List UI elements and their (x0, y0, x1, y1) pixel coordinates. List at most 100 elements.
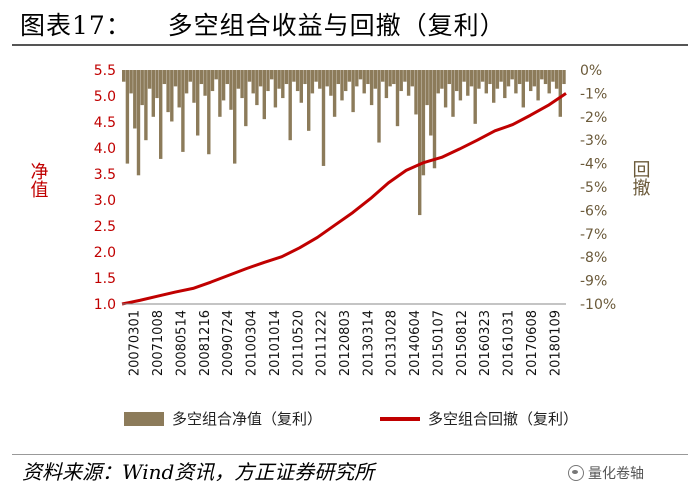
drawdown-bar (162, 70, 167, 85)
right-tick-label: -9% (580, 274, 607, 290)
drawdown-bar (159, 70, 163, 159)
drawdown-bar (418, 70, 422, 216)
drawdown-bar (543, 70, 548, 85)
drawdown-bar (532, 70, 537, 87)
drawdown-bar (170, 70, 174, 122)
drawdown-bar (151, 70, 155, 117)
title-divider (12, 44, 688, 46)
drawdown-bar (155, 70, 159, 99)
drawdown-bar (147, 70, 152, 89)
left-tick-label: 3.0 (94, 193, 116, 209)
legend-swatch-line (380, 416, 420, 421)
drawdown-bar (144, 70, 148, 141)
x-tick-label: 20090724 (221, 310, 236, 376)
drawdown-bar (236, 70, 241, 89)
drawdown-bar (240, 70, 244, 99)
drawdown-bar (529, 70, 533, 92)
drawdown-bar (336, 70, 340, 85)
drawdown-bar (384, 70, 389, 99)
drawdown-bar (492, 70, 496, 103)
drawdown-bar (399, 70, 403, 92)
drawdown-bar (521, 70, 525, 108)
drawdown-bar (495, 70, 500, 89)
drawdown-bar (310, 70, 315, 94)
drawdown-bar (188, 70, 192, 82)
drawdown-bar (281, 70, 285, 99)
drawdown-bar (443, 70, 448, 108)
drawdown-bar (177, 70, 181, 108)
drawdown-bar (251, 70, 255, 94)
watermark: 量化卷轴 (568, 463, 644, 483)
drawdown-bar (377, 70, 381, 143)
drawdown-bar (436, 70, 440, 94)
drawdown-bar (344, 70, 348, 92)
drawdown-bar (136, 70, 141, 176)
legend-swatch-bar (124, 411, 164, 426)
drawdown-bar (432, 70, 437, 169)
legend-item-bar: 多空组合净值（复利） (124, 408, 322, 429)
drawdown-bar (247, 70, 252, 82)
drawdown-bar (233, 70, 237, 164)
left-tick-label: 1.0 (94, 297, 116, 313)
x-tick-label: 20160323 (478, 310, 493, 376)
drawdown-bar (347, 70, 352, 82)
drawdown-bar (554, 70, 559, 89)
drawdown-bar (388, 70, 392, 87)
drawdown-bar (129, 70, 133, 94)
drawdown-bar (540, 70, 544, 80)
drawdown-bar (314, 70, 318, 82)
drawdown-bar (196, 70, 200, 136)
x-tick-label: 20140604 (408, 310, 423, 376)
drawdown-bar (181, 70, 185, 152)
drawdown-bar (477, 70, 481, 89)
x-tick-label: 20150107 (431, 310, 446, 376)
drawdown-bar (295, 70, 300, 92)
drawdown-bar (517, 70, 522, 85)
x-tick-label: 20100304 (245, 310, 260, 376)
drawdown-bar (329, 70, 333, 96)
left-tick-label: 1.5 (94, 271, 116, 287)
drawdown-bar (221, 70, 226, 101)
right-tick-label: -5% (580, 180, 607, 196)
drawdown-bar (140, 70, 144, 106)
drawdown-bar (299, 70, 303, 103)
drawdown-bar (292, 70, 296, 82)
drawdown-bar (358, 70, 363, 80)
drawdown-bar (425, 70, 429, 106)
right-tick-label: -8% (580, 250, 607, 266)
right-axis-label: 回撤 (630, 160, 651, 196)
left-tick-label: 2.0 (94, 245, 116, 261)
x-tick-label: 20120803 (338, 310, 353, 376)
x-tick-label: 20111222 (315, 310, 330, 376)
drawdown-bar (488, 70, 492, 85)
drawdown-bar (414, 70, 418, 115)
left-tick-label: 5.5 (94, 63, 116, 79)
left-tick-label: 4.5 (94, 115, 116, 131)
drawdown-bar (340, 70, 344, 101)
drawdown-bar (199, 70, 204, 85)
drawdown-bar (455, 70, 459, 92)
drawdown-bar (451, 70, 455, 117)
source-divider (12, 454, 688, 455)
left-tick-label: 4.0 (94, 141, 116, 157)
drawdown-bar (506, 70, 511, 87)
drawdown-bar (369, 70, 374, 106)
drawdown-bar (381, 70, 385, 82)
legend-item-line: 多空组合回撤（复利） (380, 408, 578, 429)
drawdown-bar (288, 70, 292, 141)
drawdown-bar (122, 70, 126, 82)
watermark-text: 量化卷轴 (588, 466, 644, 482)
drawdown-bar (462, 70, 466, 82)
drawdown-bar (214, 70, 218, 80)
x-tick-label: 20070301 (128, 310, 143, 376)
left-axis-ticks: 1.0 1.5 2.0 2.5 3.0 3.5 4.0 4.5 5.0 5.5 (94, 63, 116, 313)
drawdown-bar (125, 70, 130, 164)
drawdown-bar (469, 70, 474, 87)
x-tick-label: 20110520 (291, 310, 306, 376)
drawdown-bar (255, 70, 259, 106)
drawdown-bar (510, 70, 514, 80)
drawdown-bar (332, 70, 337, 117)
x-tick-label: 20150812 (455, 310, 470, 376)
x-axis-ticks: 20070301 20071008 20080514 20081216 20090724… (128, 310, 564, 376)
x-tick-label: 20130314 (361, 310, 376, 376)
